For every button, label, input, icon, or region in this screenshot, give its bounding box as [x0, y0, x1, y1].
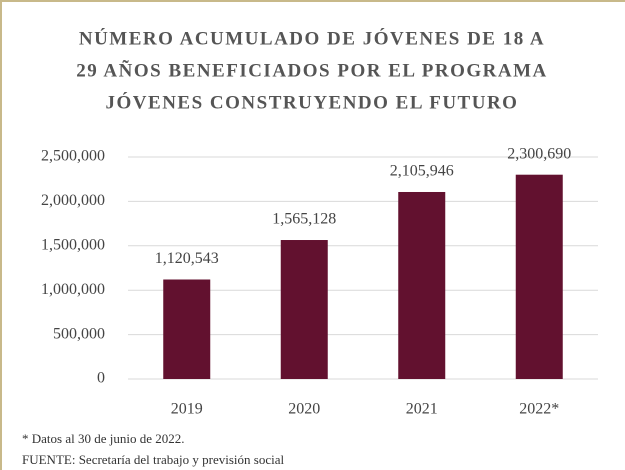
- chart-title: JÓVENES CONSTRUYENDO EL FUTURO: [106, 91, 519, 113]
- x-tick-label: 2021: [406, 401, 438, 418]
- bar: [515, 174, 563, 379]
- x-tick-label: 2022*: [519, 401, 559, 418]
- y-tick-label: 2,000,000: [41, 192, 105, 209]
- y-tick-label: 0: [97, 370, 105, 387]
- y-tick-label: 1,500,000: [41, 236, 105, 253]
- chart-title: 29 AÑOS BENEFICIADOS POR EL PROGRAMA: [76, 59, 548, 81]
- footnote: * Datos al 30 de junio de 2022.: [22, 431, 184, 446]
- data-label: 1,120,543: [155, 250, 219, 267]
- chart-title: NÚMERO ACUMULADO DE JÓVENES DE 18 A: [79, 27, 545, 49]
- bar: [163, 279, 211, 379]
- y-tick-label: 1,000,000: [41, 281, 105, 298]
- data-label: 1,565,128: [272, 211, 336, 228]
- x-tick-label: 2019: [171, 401, 203, 418]
- bar: [280, 240, 328, 379]
- data-label: 2,105,946: [390, 163, 454, 180]
- bar: [398, 191, 446, 379]
- x-tick-label: 2020: [288, 401, 320, 418]
- footnote: FUENTE: Secretaría del trabajo y previsi…: [22, 452, 284, 467]
- y-tick-label: 500,000: [53, 325, 105, 342]
- data-label: 2,300,690: [507, 145, 571, 162]
- y-tick-label: 2,500,000: [41, 148, 105, 165]
